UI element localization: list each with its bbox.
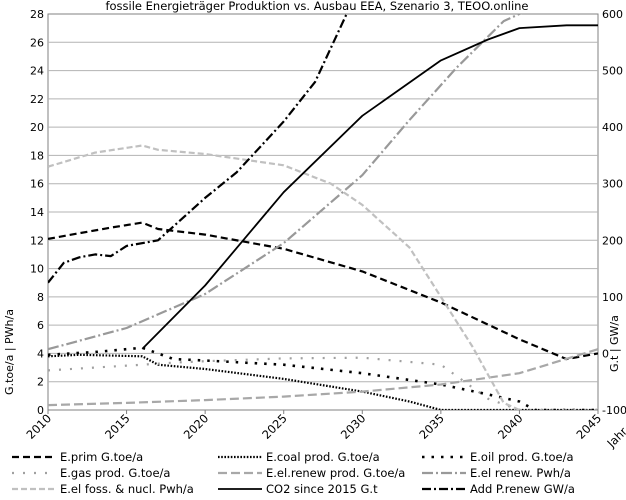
series-line	[48, 221, 598, 361]
series-line	[48, 144, 520, 410]
legend-label: E.oil prod. G.toe/a	[470, 450, 574, 464]
legend-label: E.el renew. Pwh/a	[470, 466, 571, 480]
x-tick-label: 2020	[181, 411, 212, 442]
y-left-tick-label: 10	[30, 263, 44, 276]
x-tick-label: 2045	[574, 411, 605, 442]
y-left-tick-label: 16	[30, 178, 44, 191]
legend-label: CO2 since 2015 G.t	[266, 482, 378, 496]
grid	[48, 41, 598, 383]
y-right-tick-label: 300	[602, 178, 623, 191]
y-left-tick-label: 24	[30, 65, 44, 78]
y-left-tick-label: 2	[37, 376, 44, 389]
x-tick-label: 2030	[338, 411, 369, 442]
legend-label: E.el foss. & nucl. Pwh/a	[60, 482, 194, 496]
series-line	[48, 356, 598, 410]
series-line	[48, 346, 598, 410]
series-line	[48, 14, 523, 351]
legend-label: Add P.renew GW/a	[470, 482, 575, 496]
y-left-tick-label: 26	[30, 36, 44, 49]
series-lines	[48, 14, 598, 410]
y-axis-right-label: G.t | GW/a	[608, 315, 621, 372]
y-axis-left-label: G.toe/a | PWh/a	[3, 309, 16, 395]
legend-label: E.prim G.toe/a	[60, 450, 143, 464]
y-right-tick-label: 0	[602, 347, 609, 360]
series-line	[141, 24, 598, 350]
series-line	[48, 353, 598, 410]
chart-title: fossile Energieträger Produktion vs. Aus…	[105, 0, 528, 13]
x-tick-label: 2040	[495, 411, 526, 442]
x-tick-label: 2010	[24, 411, 55, 442]
y-left-tick-label: 18	[30, 149, 44, 162]
y-right-tick-label: 500	[602, 65, 623, 78]
legend-label: E.coal prod. G.toe/a	[266, 450, 380, 464]
series-line	[48, 348, 598, 407]
y-right-tick-label: 200	[602, 234, 623, 247]
series-line	[48, 14, 348, 284]
x-tick-label: 2015	[102, 411, 133, 442]
y-right-tick-label: 600	[602, 8, 623, 21]
y-left-tick-label: 8	[37, 291, 44, 304]
y-left-tick-label: 20	[30, 121, 44, 134]
y-left-tick-label: 12	[30, 234, 44, 247]
x-tick-label: 2035	[416, 411, 447, 442]
y-left-tick-label: 14	[30, 206, 44, 219]
y-left-tick-label: 22	[30, 93, 44, 106]
y-right-tick-label: 100	[602, 291, 623, 304]
legend-label: E.gas prod. G.toe/a	[60, 466, 170, 480]
y-left-tick-label: 28	[30, 8, 44, 21]
legend-label: E.el.renew prod. G.toe/a	[266, 466, 405, 480]
legend: E.prim G.toe/a E.coal prod. G.toe/a E.oil …	[12, 450, 575, 496]
y-right-tick-label: -100	[602, 404, 626, 417]
x-tick-label: 2025	[259, 411, 290, 442]
y-left-tick-label: 4	[37, 347, 44, 360]
x-axis-label: Jahr	[604, 424, 626, 451]
y-left-tick-label: 0	[37, 404, 44, 417]
y-right-tick-label: 400	[602, 121, 623, 134]
y-left-tick-label: 6	[37, 319, 44, 332]
